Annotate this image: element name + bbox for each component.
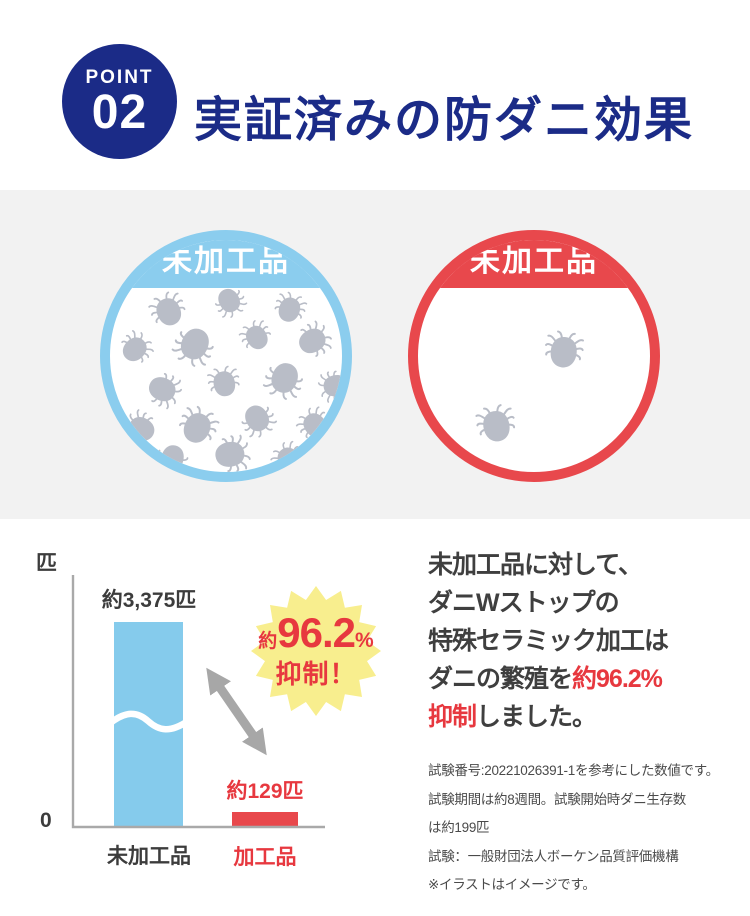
bar-category-untreated: 未加工品 bbox=[107, 845, 191, 868]
mite-icon bbox=[145, 287, 191, 333]
point-badge-label: POINT bbox=[85, 67, 154, 88]
mite-icon bbox=[260, 356, 308, 404]
treated-sample-cap: 未加工品 bbox=[418, 240, 650, 288]
footnote-line: ※イラストはイメージです。 bbox=[428, 877, 596, 892]
reduction-arrow bbox=[206, 667, 267, 756]
mite-icon bbox=[114, 326, 158, 370]
point-badge-number: 02 bbox=[91, 86, 148, 139]
mite-icon bbox=[292, 402, 336, 446]
untreated-sample-circle: 未加工品 bbox=[100, 230, 352, 482]
mite-icon bbox=[542, 329, 586, 371]
result-line: 未加工品に対して、 bbox=[428, 551, 643, 579]
footnote-line: 試験番号:20221026391-1を参考にした数値です。 bbox=[428, 763, 719, 778]
comparison-section: 未加工品 未加工品 bbox=[0, 190, 750, 519]
footnotes: 試験番号:20221026391-1を参考にした数値です。 試験期間は約8週間。… bbox=[428, 757, 738, 900]
footnote-line: 試験：一般財団法人ボーケン品質評価機構 bbox=[428, 848, 679, 864]
bar-treated bbox=[232, 812, 298, 827]
mite-icon bbox=[118, 406, 162, 450]
result-highlight-percent: 約96.2% bbox=[572, 665, 663, 693]
mite-icon bbox=[173, 401, 223, 451]
mite-icon bbox=[473, 402, 519, 446]
result-line: 抑制しました。 bbox=[428, 703, 597, 731]
result-highlight-suppress: 抑制 bbox=[428, 703, 477, 731]
annotation-suffix: 抑制！ bbox=[275, 659, 357, 689]
annotation-value: 96.2 bbox=[277, 609, 356, 656]
mite-icon bbox=[315, 367, 342, 405]
footnote-line: 試験期間は約8週間。試験開始時ダニ生存数 bbox=[428, 791, 687, 807]
mite-icon bbox=[209, 282, 251, 322]
result-line: 特殊セラミック加工は bbox=[428, 627, 669, 655]
untreated-sample-label: 未加工品 bbox=[162, 245, 290, 278]
chart-axes bbox=[71, 575, 325, 829]
result-line: ダニの繁殖を約96.2% bbox=[428, 665, 663, 693]
mite-icon bbox=[211, 432, 253, 472]
bar-chart bbox=[71, 575, 381, 829]
footnote-line: は約199匹 bbox=[428, 820, 490, 835]
result-line: ダニWストップの bbox=[428, 589, 620, 617]
untreated-sample-cap: 未加工品 bbox=[110, 240, 342, 288]
mite-icon bbox=[168, 320, 220, 372]
mite-icon bbox=[291, 317, 337, 363]
treated-sample-label: 未加工品 bbox=[470, 245, 598, 278]
axis-break-wave bbox=[105, 710, 192, 733]
bar-value-untreated: 約3,375匹 bbox=[101, 589, 197, 612]
point-badge: POINT 02 bbox=[62, 44, 177, 159]
y-axis-zero: 0 bbox=[40, 809, 52, 832]
page-title: 実証済みの防ダニ効果 bbox=[194, 94, 695, 147]
mite-icon bbox=[142, 367, 186, 413]
mite-icon bbox=[235, 316, 277, 356]
mite-icon bbox=[235, 398, 281, 442]
mite-icon bbox=[152, 440, 192, 472]
annotation-unit: % bbox=[355, 629, 374, 652]
annotation-prefix: 約 bbox=[258, 631, 278, 652]
mite-icon bbox=[266, 436, 310, 472]
y-axis-unit: 匹 bbox=[36, 552, 57, 575]
bar-value-treated: 約129匹 bbox=[226, 780, 304, 803]
treated-sample-circle: 未加工品 bbox=[408, 230, 660, 482]
mite-icon bbox=[270, 288, 310, 328]
result-text: 未加工品に対して、 ダニWストップの 特殊セラミック加工は ダニの繁殖を約96.… bbox=[428, 546, 738, 736]
mite-icon bbox=[205, 363, 243, 401]
starburst-shape bbox=[251, 586, 381, 716]
starburst-annotation: 約96.2% 抑制！ bbox=[250, 609, 382, 689]
bar-category-treated: 加工品 bbox=[233, 846, 297, 869]
